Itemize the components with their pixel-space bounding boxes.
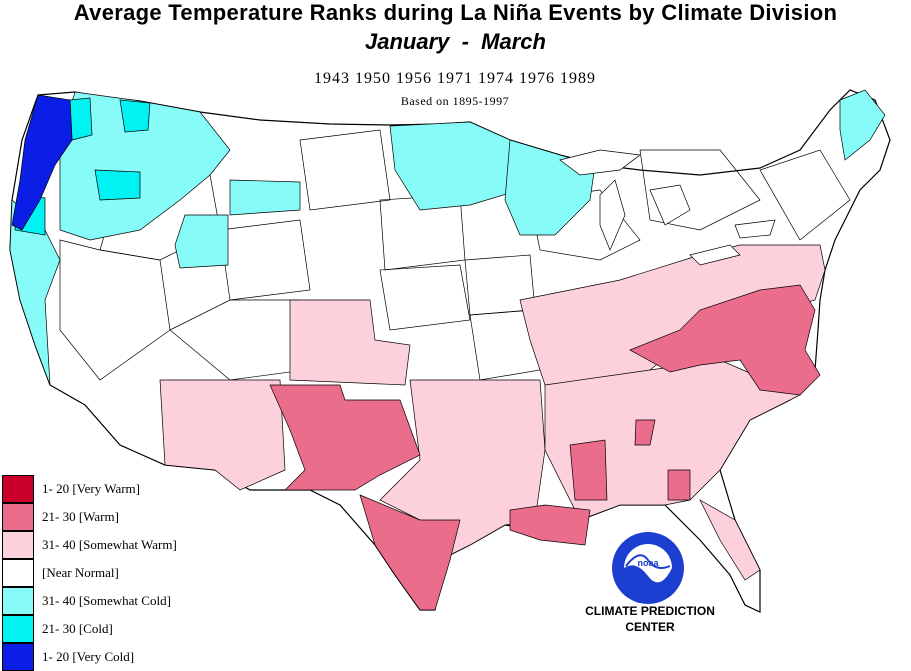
warm-regions [269,284,821,611]
somewhat-cold-regions [9,89,886,386]
legend-swatch [2,475,34,503]
legend-swatch [2,615,34,643]
legend-item-warm: 21- 30 [Warm] [2,503,302,531]
legend-label: 1- 20 [Very Warm] [42,481,140,496]
legend-label: 31- 40 [Somewhat Warm] [42,537,177,552]
legend-item-cold: 21- 30 [Cold] [2,615,302,643]
la-nina-years: 1943 1950 1956 1971 1974 1976 1989 [314,70,596,87]
legend-label: 21- 30 [Warm] [42,509,119,524]
legend-swatch [2,559,34,587]
legend-item-very-warm: 1- 20 [Very Warm] [2,475,302,503]
legend-label: [Near Normal] [42,565,119,580]
legend-swatch [2,643,34,671]
noaa-logo-text: noaa [637,558,659,568]
great-lakes [559,149,776,266]
legend-label: 21- 30 [Cold] [42,621,113,636]
legend-label: 31- 40 [Somewhat Cold] [42,593,171,608]
somewhat-warm-regions [159,244,826,581]
legend-swatch [2,531,34,559]
legend-item-somewhat-cold: 31- 40 [Somewhat Cold] [2,587,302,615]
map-title: Average Temperature Ranks during La Niña… [73,0,838,25]
legend-swatch [2,587,34,615]
very-cold-regions [11,94,73,231]
legend-item-very-cold: 1- 20 [Very Cold] [2,643,302,671]
us-climate-division-map [9,89,891,613]
credit-line-2: CENTER [625,620,675,634]
map-subtitle: January - March [365,29,546,54]
legend-label: 1- 20 [Very Cold] [42,649,135,664]
legend-swatch [2,503,34,531]
credit-line-1: CLIMATE PREDICTION [585,604,715,618]
legend-item-near-normal: [Near Normal] [2,559,302,587]
noaa-logo-icon: noaa [612,532,684,604]
base-period: Based on 1895-1997 [400,94,510,108]
legend-item-somewhat-warm: 31- 40 [Somewhat Warm] [2,531,302,559]
